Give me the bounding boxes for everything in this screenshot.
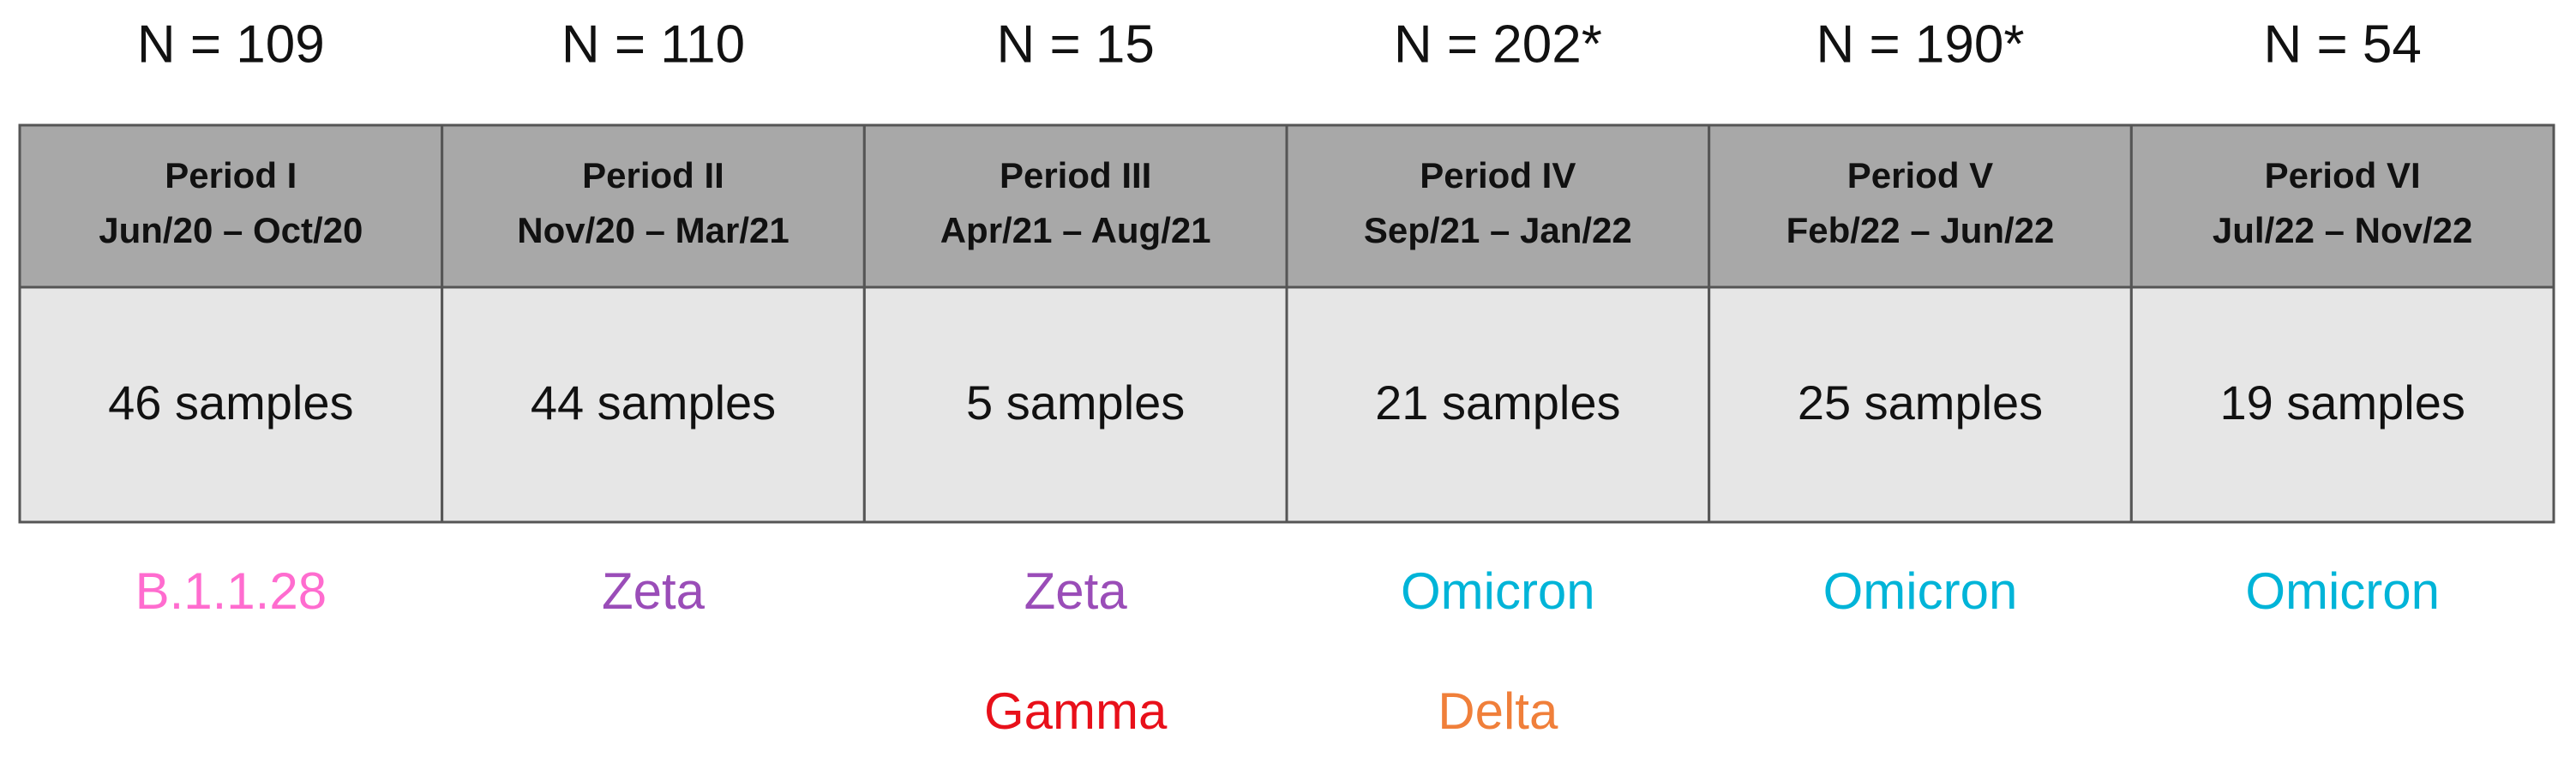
sample-count: 46 samples <box>108 375 353 430</box>
body-cell <box>441 285 866 524</box>
header-cell <box>862 123 1288 289</box>
period-range: Jun/20 – Oct/20 <box>99 210 363 250</box>
period-range: Sep/21 – Jan/22 <box>1364 210 1632 250</box>
sample-count: 19 samples <box>2219 375 2465 430</box>
body-cell <box>1708 285 2133 524</box>
variant-label: Gamma <box>984 682 1168 740</box>
header-cell <box>441 123 866 289</box>
period-range: Feb/22 – Jun/22 <box>1786 210 2055 250</box>
variant-label: Omicron <box>1823 562 2018 620</box>
sample-count: 5 samples <box>966 375 1185 430</box>
variant-label: Omicron <box>1401 562 1595 620</box>
period-name: Period I <box>165 155 297 195</box>
body-cell <box>862 285 1288 524</box>
header-cell <box>1285 123 1711 289</box>
period-name: Period IV <box>1420 155 1576 195</box>
period-name: Period VI <box>2265 155 2421 195</box>
count-label: N = 110 <box>561 15 745 74</box>
variant-label: Zeta <box>1024 562 1128 620</box>
variant-label: Omicron <box>2245 562 2440 620</box>
variant-label: Zeta <box>602 562 706 620</box>
period-range: Nov/20 – Mar/21 <box>517 210 790 250</box>
period-name: Period II <box>582 155 724 195</box>
count-label: N = 15 <box>996 15 1154 74</box>
variant-label: Delta <box>1438 682 1558 740</box>
sample-count: 21 samples <box>1375 375 1620 430</box>
header-cell <box>2129 123 2555 289</box>
header-cell <box>1708 123 2133 289</box>
count-label: N = 202* <box>1394 15 1602 74</box>
sample-count: 25 samples <box>1798 375 2043 430</box>
period-name: Period V <box>1847 155 1993 195</box>
period-range: Jul/22 – Nov/22 <box>2213 210 2473 250</box>
count-label: N = 109 <box>137 15 325 74</box>
body-cell <box>1285 285 1711 524</box>
body-cell <box>18 285 444 524</box>
count-label: N = 190* <box>1816 15 2024 74</box>
body-cell <box>2129 285 2555 524</box>
period-name: Period III <box>1000 155 1151 195</box>
period-range: Apr/21 – Aug/21 <box>940 210 1211 250</box>
count-label: N = 54 <box>2263 15 2421 74</box>
sample-count: 44 samples <box>531 375 776 430</box>
variant-label: B.1.1.28 <box>135 562 327 620</box>
header-cell <box>18 123 444 289</box>
